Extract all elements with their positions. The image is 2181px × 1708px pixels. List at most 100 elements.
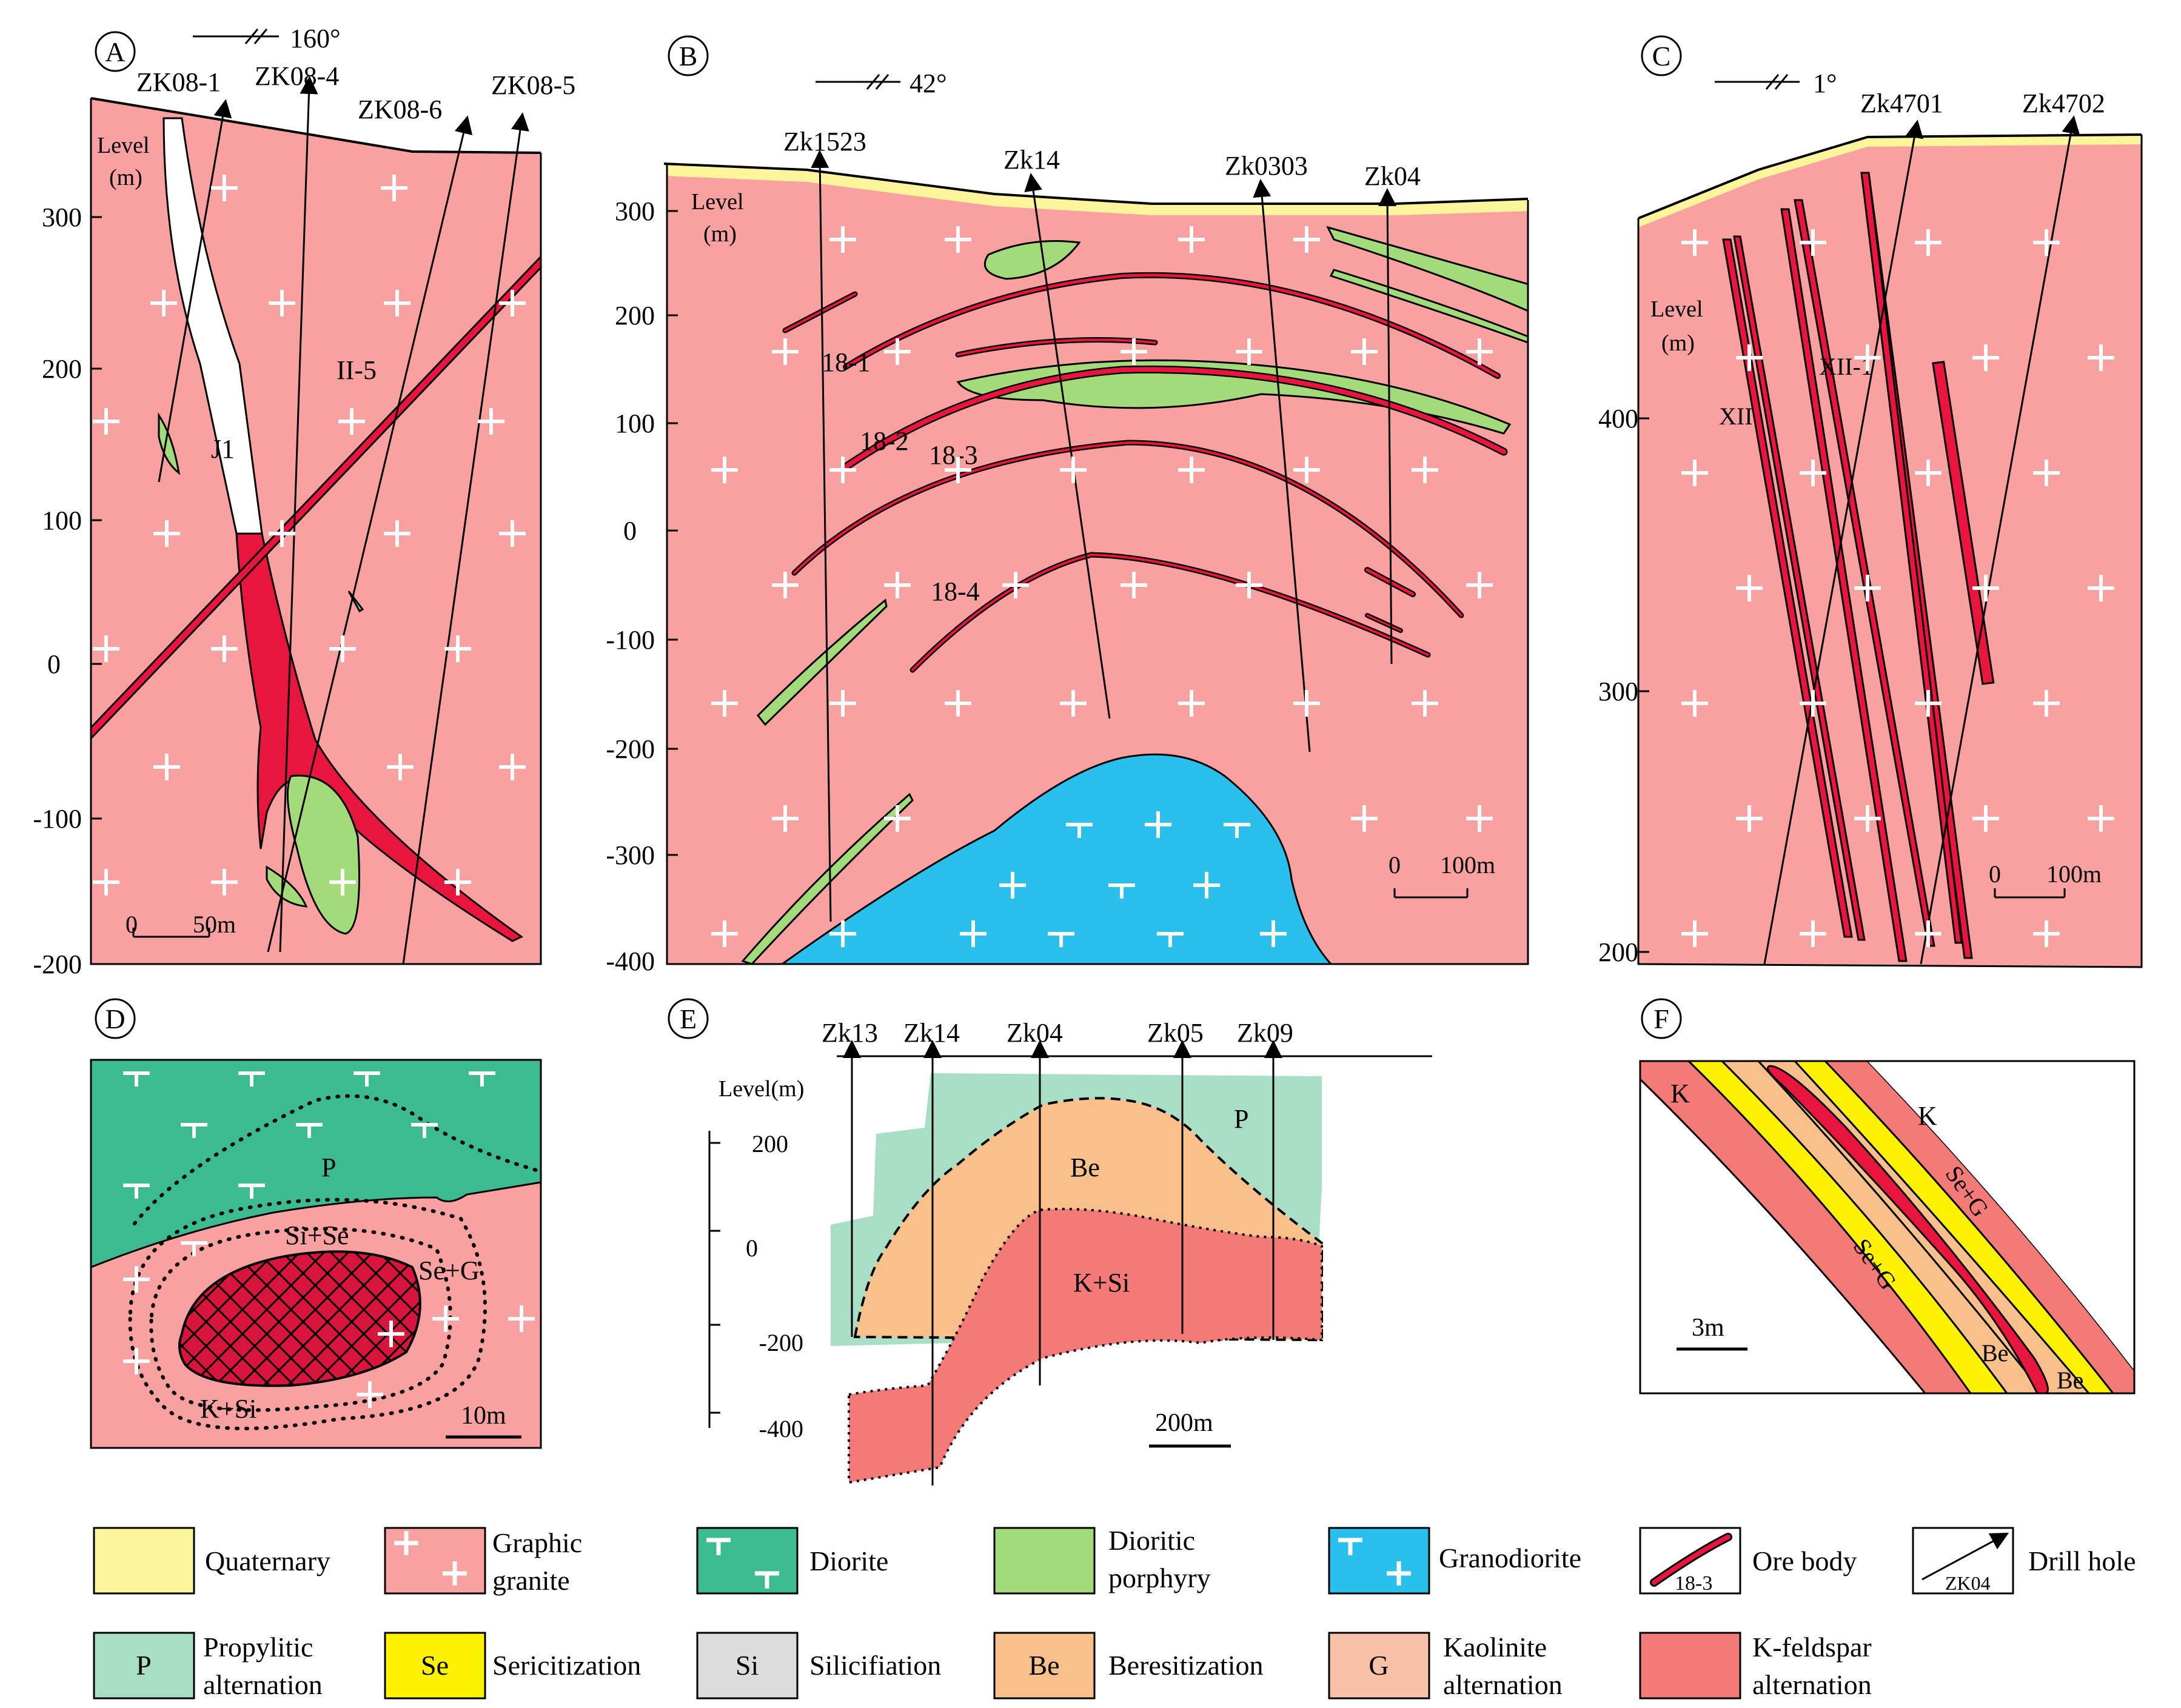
- plus-mark: [153, 754, 180, 780]
- ore-label-18-3: 18-3: [929, 440, 978, 470]
- plus-mark: [1736, 805, 1763, 832]
- granite-plus-marks: [93, 175, 2114, 1408]
- plus-mark: [1800, 460, 1826, 486]
- scale-bar-d: 10m: [446, 1402, 521, 1439]
- plus-mark: [884, 572, 911, 598]
- plus-mark: [1972, 805, 1999, 832]
- legend-symbol-se: Se: [421, 1650, 449, 1681]
- hole-zk08-1: ZK08-1: [136, 67, 221, 97]
- hole-zk08-4: ZK08-4: [255, 61, 339, 91]
- hole-zk4701: Zk4701: [1860, 89, 1943, 118]
- plus-mark: [211, 175, 238, 201]
- drill-hole-icon: [1921, 1532, 2009, 1581]
- tick-a-100: 100: [42, 506, 82, 535]
- granodiorite-b: [779, 753, 1333, 964]
- panel-d-letter: D: [105, 1003, 125, 1034]
- scale-bar-b: 0 100m: [1389, 851, 1495, 899]
- plus-mark: [508, 1305, 535, 1332]
- frame-b: [666, 165, 1529, 965]
- plus-mark: [444, 869, 471, 896]
- hole-labels-a: ZK08-1 ZK08-4 ZK08-6 ZK08-5: [136, 61, 575, 124]
- surface-c: [1638, 133, 2142, 219]
- drill-holes-e: [843, 1040, 1282, 1485]
- axis-ticks-a: 300 200 100 0 -100 -200: [33, 203, 102, 979]
- plus-mark: [1060, 690, 1087, 717]
- plus-mark: [999, 872, 1026, 899]
- porphyry-b6: [956, 359, 1512, 435]
- frame-a: [90, 98, 542, 965]
- scale-bar-f: 3m: [1677, 1314, 1747, 1351]
- quaternary-b: [667, 165, 1528, 215]
- tick-e-200: 200: [752, 1130, 788, 1157]
- tick-a-neg100: -100: [33, 804, 82, 834]
- strike-symbol-c: [1715, 74, 1800, 90]
- porphyry-a3: [158, 412, 181, 475]
- tee-mark: [1157, 932, 1184, 947]
- level-label-a: Level: [97, 133, 150, 158]
- frame-f: [1639, 1060, 2136, 1395]
- scale-d: 10m: [461, 1402, 506, 1430]
- plus-mark: [2088, 344, 2114, 371]
- legend-swatch-k-feldspar: [1639, 1632, 1741, 1700]
- plus-mark: [1800, 690, 1826, 717]
- legend-text-kfeldspar-1: K-feldspar: [1752, 1632, 1872, 1663]
- plus-mark: [1351, 805, 1378, 832]
- tick-e-0: 0: [746, 1234, 758, 1262]
- plus-mark: [772, 572, 799, 598]
- legend-symbol-g: G: [1369, 1650, 1389, 1681]
- legend-swatch-beresitization: [993, 1632, 1096, 1700]
- plus-mark: [1060, 457, 1087, 483]
- legend-text-propylitic-1: Propylitic: [203, 1632, 313, 1663]
- label-f-k1: K: [1670, 1079, 1690, 1108]
- scale-c-zero: 0: [1989, 860, 2001, 888]
- tee-mark: [353, 1071, 380, 1087]
- ore-label-18-1: 18-1: [822, 347, 871, 377]
- hole-zk08-6: ZK08-6: [358, 95, 442, 124]
- panel-c-letter: C: [1652, 41, 1671, 72]
- legend-ore-icon: [1652, 1535, 1730, 1585]
- plus-mark: [829, 690, 856, 717]
- tee-mark: [1048, 932, 1074, 947]
- plus-mark: [329, 869, 356, 896]
- legend-text-granite-1: Graphic: [492, 1527, 582, 1558]
- legend-text-quaternary: Quaternary: [205, 1546, 330, 1576]
- panel-a-circle: [95, 31, 136, 72]
- tee-mark: [238, 1071, 265, 1087]
- plus-mark: [1681, 460, 1708, 486]
- axis-ticks-b: 300 200 100 0 -100 -200 -300 -400: [606, 196, 678, 976]
- plus-mark: [1236, 572, 1262, 598]
- legend-swatch-dioritic-porphyry: [993, 1527, 1096, 1595]
- level-label-c: Level: [1650, 296, 1703, 322]
- drill-holes-b: [811, 150, 1397, 922]
- panel-b: 300 200 100 0 -100 -200 -300 -400 Level …: [606, 35, 1529, 976]
- legend-text-porphyry-2: porphyry: [1108, 1562, 1211, 1593]
- plus-mark: [1854, 344, 1881, 371]
- tee-mark: [296, 1123, 323, 1138]
- porphyry-b5: [1329, 269, 1528, 344]
- hole-e-zk05: Zk05: [1147, 1018, 1204, 1048]
- plus-mark: [829, 457, 856, 483]
- ore-18-1: [844, 273, 1499, 378]
- plus-mark: [153, 520, 180, 547]
- k-feldspar-e: [848, 1208, 1323, 1484]
- legend-swatch-propylitic: [93, 1632, 195, 1700]
- boundary-se-g-d: [128, 1197, 487, 1430]
- scale-a-unit: 50m: [193, 911, 236, 938]
- porphyry-b4: [1326, 226, 1528, 314]
- tick-b-100: 100: [615, 409, 655, 438]
- level-label-b: Level: [691, 189, 744, 215]
- plus-mark: [123, 1348, 150, 1375]
- legend-text-silicification: Silicifiation: [809, 1650, 941, 1681]
- hole-zk4702: Zk4702: [2022, 89, 2105, 118]
- legend-text-ore-body: Ore body: [1752, 1546, 1857, 1576]
- plus-mark: [499, 520, 526, 547]
- strike-c: 1°: [1813, 69, 1837, 98]
- panel-e-letter: E: [680, 1003, 697, 1034]
- porphyry-b3: [983, 240, 1081, 280]
- label-d-k-si: K+Si: [200, 1394, 256, 1424]
- tee-mark: [238, 1184, 265, 1199]
- plus-mark: [1002, 572, 1029, 598]
- porphyry-a2: [266, 865, 308, 908]
- tick-b-0: 0: [623, 516, 637, 546]
- plus-mark: [1466, 338, 1493, 365]
